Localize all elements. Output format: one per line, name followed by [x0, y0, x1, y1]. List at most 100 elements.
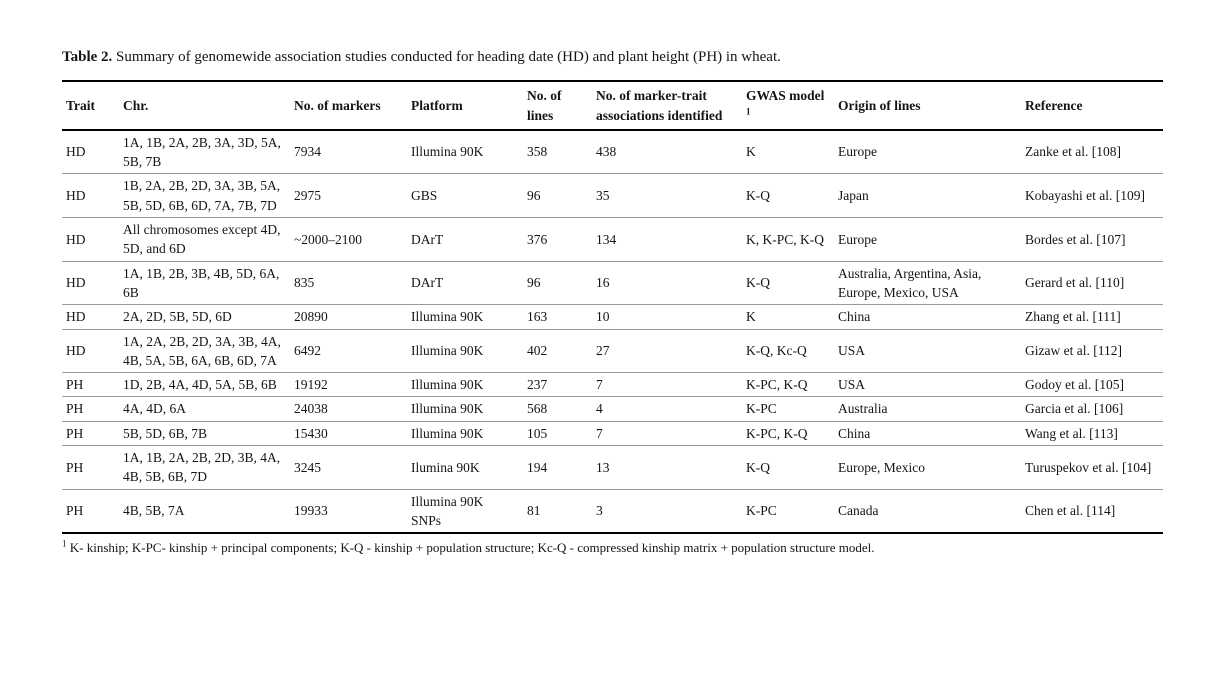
cell-chr: 5B, 5D, 6B, 7B: [119, 420, 290, 446]
footnote-text: K- kinship; K-PC- kinship + principal co…: [66, 540, 875, 556]
cell-lines: 402: [523, 328, 592, 373]
table-row: HD 1A, 1B, 2B, 3B, 4B, 5D, 6A, 6B 835 DA…: [62, 260, 1163, 305]
cell-trait: PH: [62, 488, 119, 534]
cell-origin: China: [834, 304, 1021, 330]
footnote-marker: 1: [746, 106, 751, 117]
cell-lines: 237: [523, 372, 592, 397]
table-row: HD 2A, 2D, 5B, 5D, 6D 20890 Illumina 90K…: [62, 304, 1163, 330]
cell-chr: All chromosomes except 4D, 5D, and 6D: [119, 217, 290, 262]
cell-markers: 19933: [290, 488, 407, 534]
cell-reference: Zhang et al. [111]: [1021, 304, 1163, 330]
column-header-markers: No. of markers: [290, 81, 407, 131]
header-row: Trait Chr. No. of markers Platform No. o…: [62, 81, 1163, 131]
cell-lines: 376: [523, 217, 592, 262]
column-header-origin: Origin of lines: [834, 81, 1021, 131]
column-header-associations: No. of marker-trait associations identif…: [592, 81, 742, 131]
column-header-label: Chr.: [123, 97, 149, 113]
cell-lines: 105: [523, 420, 592, 446]
cell-trait: HD: [62, 173, 119, 218]
column-header-lines: No. of lines: [523, 81, 592, 131]
cell-platform: DArT: [407, 217, 523, 262]
table-row: HD All chromosomes except 4D, 5D, and 6D…: [62, 217, 1163, 262]
cell-origin: Australia, Argentina, Asia, Europe, Mexi…: [834, 260, 1021, 305]
table-row: PH 1D, 2B, 4A, 4D, 5A, 5B, 6B 19192 Illu…: [62, 372, 1163, 397]
cell-gwas-model: K-Q, Kc-Q: [742, 328, 834, 373]
cell-gwas-model: K: [742, 304, 834, 330]
cell-origin: Europe, Mexico: [834, 445, 1021, 490]
column-header-label: Origin of lines: [838, 97, 921, 113]
cell-lines: 163: [523, 304, 592, 330]
column-header-label: No. of markers: [294, 97, 381, 113]
cell-gwas-model: K-PC: [742, 488, 834, 534]
column-header-platform: Platform: [407, 81, 523, 131]
cell-gwas-model: K, K-PC, K-Q: [742, 217, 834, 262]
cell-chr: 1A, 1B, 2B, 3B, 4B, 5D, 6A, 6B: [119, 260, 290, 305]
cell-gwas-model: K-Q: [742, 445, 834, 490]
cell-markers: 24038: [290, 396, 407, 422]
cell-platform: DArT: [407, 260, 523, 305]
cell-gwas-model: K-Q: [742, 173, 834, 218]
cell-platform: Illumina 90K: [407, 328, 523, 373]
column-header-chr: Chr.: [119, 81, 290, 131]
cell-origin: Europe: [838, 144, 877, 160]
cell-trait: PH: [62, 372, 119, 397]
table-body: HD 1A, 1B, 2A, 2B, 3A, 3D, 5A, 5B, 7B 79…: [62, 130, 1163, 534]
column-header-label: No. of lines: [527, 88, 562, 123]
cell-trait: HD: [62, 328, 119, 373]
cell-platform: Illumina 90K: [407, 304, 523, 330]
cell-reference: Bordes et al. [107]: [1021, 217, 1163, 262]
cell-associations: 134: [592, 217, 742, 262]
cell-origin: Canada: [834, 488, 1021, 534]
cell-chr: 1D, 2B, 4A, 4D, 5A, 5B, 6B: [119, 372, 290, 397]
cell-associations: 7: [592, 372, 742, 397]
cell-associations: 7: [592, 420, 742, 446]
cell-lines: 568: [523, 396, 592, 422]
cell-lines: 358: [527, 144, 548, 160]
cell-associations: 16: [592, 260, 742, 305]
footnote-superscript: 1: [62, 538, 67, 549]
cell-platform: Illumina 90K SNPs: [407, 488, 523, 534]
column-header-label: GWAS model: [746, 88, 825, 104]
cell-associations: 35: [592, 173, 742, 218]
cell-markers: 19192: [290, 372, 407, 397]
cell-reference: Turuspekov et al. [104]: [1021, 445, 1163, 490]
cell-origin: Australia: [834, 396, 1021, 422]
column-header-label: Platform: [411, 97, 463, 113]
cell-trait: HD: [62, 217, 119, 262]
cell-platform: GBS: [407, 173, 523, 218]
cell-origin: Europe: [834, 217, 1021, 262]
cell-gwas-model: K-Q: [742, 260, 834, 305]
cell-platform: Illumina 90K: [411, 144, 484, 160]
cell-platform: Ilumina 90K: [407, 445, 523, 490]
table-caption: Table 2. Summary of genomewide associati…: [62, 47, 1164, 67]
cell-platform: Illumina 90K: [407, 372, 523, 397]
cell-origin: China: [834, 420, 1021, 446]
cell-chr: 1A, 1B, 2A, 2B, 3A, 3D, 5A, 5B, 7B: [123, 134, 281, 170]
cell-trait: HD: [62, 304, 119, 330]
cell-lines: 194: [523, 445, 592, 490]
cell-associations: 438: [596, 144, 617, 160]
cell-markers: 7934: [294, 144, 321, 160]
cell-origin: Japan: [834, 173, 1021, 218]
cell-trait: PH: [62, 445, 119, 490]
cell-reference: Gizaw et al. [112]: [1021, 328, 1163, 373]
cell-platform: Illumina 90K: [407, 396, 523, 422]
cell-markers: 15430: [290, 420, 407, 446]
table-caption-text: Summary of genomewide association studie…: [112, 49, 781, 65]
gwas-summary-table: Trait Chr. No. of markers Platform No. o…: [62, 80, 1163, 535]
cell-reference: Kobayashi et al. [109]: [1021, 173, 1163, 218]
cell-origin: USA: [834, 328, 1021, 373]
column-header-gwas-model: GWAS model 1: [742, 81, 834, 131]
table-row: HD 1A, 1B, 2A, 2B, 3A, 3D, 5A, 5B, 7B 79…: [62, 130, 1163, 174]
cell-markers: ~2000–2100: [290, 217, 407, 262]
cell-gwas-model: K-PC, K-Q: [742, 372, 834, 397]
cell-associations: 27: [592, 328, 742, 373]
column-header-reference: Reference: [1021, 81, 1163, 131]
cell-trait: PH: [62, 420, 119, 446]
cell-gwas-model: K-PC, K-Q: [742, 420, 834, 446]
cell-reference: Gerard et al. [110]: [1021, 260, 1163, 305]
cell-gwas-model: K: [746, 144, 756, 160]
column-header-label: Trait: [66, 97, 95, 113]
column-header-label: Reference: [1025, 97, 1083, 113]
cell-associations: 3: [592, 488, 742, 534]
